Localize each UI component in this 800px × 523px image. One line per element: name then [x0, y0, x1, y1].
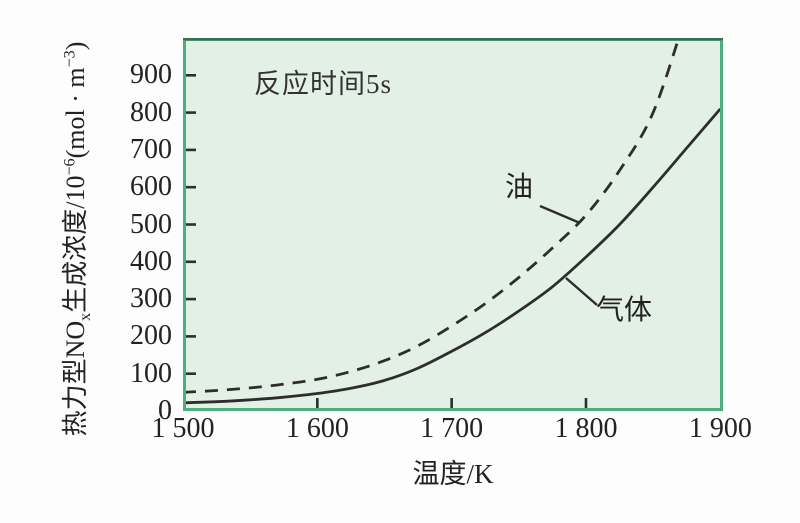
y-tick-label: 100 — [130, 357, 172, 389]
label-leader-lines — [539, 204, 598, 306]
oil-leader-line — [539, 204, 581, 225]
gas-leader-line — [565, 277, 598, 306]
y-tick-label: 500 — [130, 208, 172, 240]
curve-gas-solid — [183, 107, 722, 405]
data-curves — [183, 38, 722, 405]
annotation-reaction-time: 反应时间5s — [254, 69, 393, 99]
plot-area — [183, 38, 723, 411]
x-axis-title: 温度/K — [412, 459, 494, 489]
series-label-gas: 气体 — [596, 295, 653, 326]
curve-oil-dashed — [183, 38, 681, 394]
x-tick-label: 1 500 — [151, 413, 215, 444]
x-tick-label: 1 600 — [285, 413, 349, 444]
y-axis-title-subscript: x — [77, 312, 95, 321]
y-axis-title-text: 热力型NO — [61, 320, 90, 437]
x-tick-label: 1 700 — [420, 413, 484, 444]
plot-background — [184, 39, 722, 410]
y-tick-label: 800 — [130, 96, 172, 128]
axis-tick-marks — [186, 73, 588, 408]
y-axis-title-superscript: −6 — [61, 158, 79, 176]
y-axis-title: 热力型NOx生成浓度/10−6(mol · m−3) — [55, 0, 94, 519]
y-axis-title-text: ) — [61, 41, 90, 51]
y-tick-label: 600 — [130, 171, 172, 203]
x-tick-label: 1 800 — [554, 413, 618, 444]
y-tick-label: 700 — [130, 133, 172, 165]
y-axis-title-text: (mol · m — [61, 67, 90, 159]
y-tick-label: 300 — [130, 283, 172, 315]
y-tick-label: 400 — [130, 245, 172, 277]
y-tick-label: 900 — [130, 59, 172, 91]
x-tick-label: 1 900 — [688, 413, 752, 444]
y-axis-title-superscript: −3 — [61, 50, 79, 68]
y-axis-title-text: 生成浓度/10 — [61, 175, 90, 313]
y-tick-label: 0 — [158, 395, 172, 426]
series-label-oil: 油 — [505, 172, 534, 203]
y-tick-label: 200 — [130, 320, 172, 352]
